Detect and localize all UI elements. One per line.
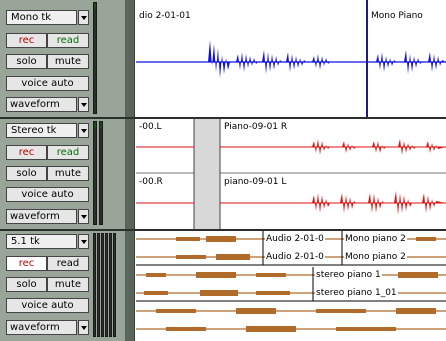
track-menu-dropdown-icon[interactable] — [78, 10, 89, 25]
clip-name[interactable]: Mono piano 2 — [344, 234, 407, 244]
solo-button[interactable]: solo — [6, 54, 47, 69]
solo-button[interactable]: solo — [6, 277, 47, 292]
level-meter-2 — [97, 233, 100, 337]
input-mode-button[interactable]: read — [47, 33, 89, 48]
track-menu-dropdown-icon[interactable] — [78, 123, 89, 138]
clip-indicator — [94, 3, 96, 9]
clip-name[interactable]: stereo piano 1_01 — [315, 288, 398, 298]
track-menu-dropdown-icon[interactable] — [78, 234, 89, 249]
clip-name[interactable]: Mono piano 2 — [344, 252, 407, 262]
mute-button[interactable]: mute — [47, 54, 89, 69]
clip-name[interactable]: Mono Piano — [370, 11, 424, 21]
clip-name[interactable]: stereo piano 1 — [315, 270, 382, 280]
mute-button[interactable]: mute — [47, 166, 89, 181]
channel-label-right: -00.R — [138, 177, 164, 187]
surround-playlist-lane: Audio 2-01-0 Mono piano 2 Audio 2-01-0 M… — [136, 231, 446, 341]
level-meter-6 — [113, 233, 116, 337]
record-enable-button[interactable]: rec — [6, 256, 47, 271]
level-meter-4 — [105, 233, 108, 337]
track-header: Stereo tk rec read solo mute voice auto … — [0, 119, 135, 229]
surround-waveform — [136, 231, 446, 341]
track-view-dropdown-icon[interactable] — [78, 97, 89, 112]
track-stereo: Stereo tk rec read solo mute voice auto … — [0, 119, 446, 229]
mute-button[interactable]: mute — [47, 277, 89, 292]
track-surround: 5.1 tk rec read solo mute voice auto wav… — [0, 231, 446, 341]
track-view-selector[interactable]: waveform — [6, 320, 77, 335]
stereo-playlist-lane: -00.L Piano-09-01 R -00.R piano-09-01 L — [136, 119, 446, 229]
record-enable-button[interactable]: rec — [6, 33, 47, 48]
mono-playlist-lane: dio 2-01-01 Mono Piano — [136, 0, 446, 118]
input-mode-button[interactable]: read — [47, 145, 89, 160]
level-meter-right — [99, 121, 103, 225]
voice-selector[interactable]: voice auto — [6, 76, 89, 91]
track-header: Mono tk rec read solo mute voice auto wa… — [0, 0, 135, 118]
voice-selector[interactable]: voice auto — [6, 187, 89, 202]
clip-name[interactable]: Audio 2-01-0 — [265, 252, 325, 262]
track-view-dropdown-icon[interactable] — [78, 320, 89, 335]
level-meter — [93, 2, 97, 114]
level-meter-3 — [101, 233, 104, 337]
track-name-field[interactable]: 5.1 tk — [6, 234, 77, 249]
voice-selector[interactable]: voice auto — [6, 298, 89, 313]
clip-name[interactable]: Piano-09-01 R — [223, 122, 288, 132]
stereo-waveform — [136, 119, 446, 229]
track-mono: Mono tk rec read solo mute voice auto wa… — [0, 0, 446, 118]
track-color-strip — [125, 119, 134, 229]
level-meter-1 — [93, 233, 96, 337]
channel-label-left: -00.L — [138, 122, 163, 132]
level-meter-5 — [109, 233, 112, 337]
clip-indicator — [100, 122, 102, 128]
record-enable-button[interactable]: rec — [6, 145, 47, 160]
track-name-field[interactable]: Stereo tk — [6, 123, 77, 138]
solo-button[interactable]: solo — [6, 166, 47, 181]
clip-indicator — [94, 122, 96, 128]
track-color-strip — [125, 231, 134, 341]
track-view-dropdown-icon[interactable] — [78, 209, 89, 224]
input-mode-button[interactable]: read — [47, 256, 89, 271]
clip-name[interactable]: dio 2-01-01 — [138, 11, 192, 21]
track-header: 5.1 tk rec read solo mute voice auto wav… — [0, 231, 135, 341]
clip-name[interactable]: piano-09-01 L — [223, 177, 287, 187]
clip-name[interactable]: Audio 2-01-0 — [265, 234, 325, 244]
track-color-strip — [125, 0, 134, 118]
track-name-field[interactable]: Mono tk — [6, 10, 77, 25]
level-meter-left — [93, 121, 97, 225]
track-view-selector[interactable]: waveform — [6, 97, 77, 112]
track-view-selector[interactable]: waveform — [6, 209, 77, 224]
